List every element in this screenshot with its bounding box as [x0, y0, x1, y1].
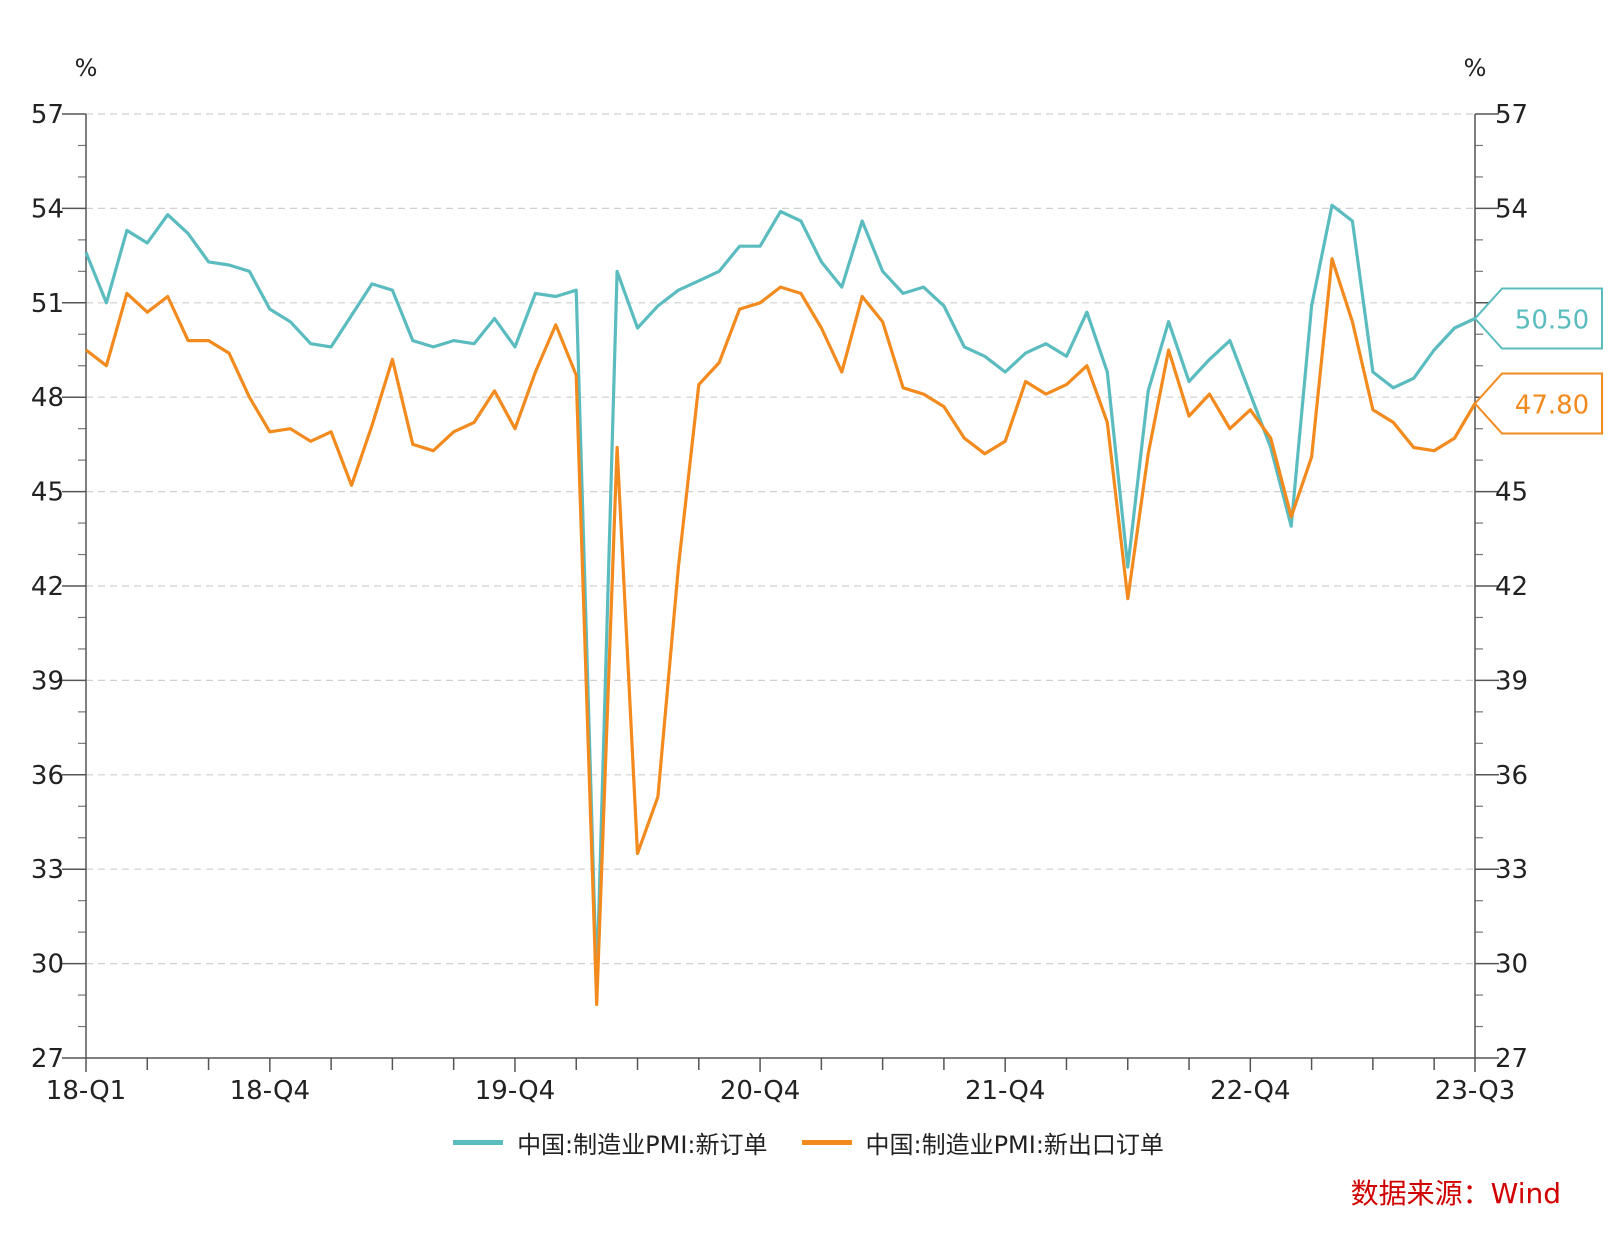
y-tick-label-right: 42 [1495, 572, 1528, 602]
legend-item-new-orders: 中国:制造业PMI:新订单 [453, 1125, 768, 1160]
x-tick-label: 22-Q4 [1210, 1076, 1290, 1106]
legend-label: 中国:制造业PMI:新订单 [517, 1131, 768, 1159]
end-value-label: 47.80 [1515, 390, 1589, 420]
legend: 中国:制造业PMI:新订单 中国:制造业PMI:新出口订单 [0, 1125, 1617, 1160]
series-line-1 [85, 257, 1477, 1007]
y-tick-label-right: 36 [1495, 761, 1528, 791]
legend-swatch [801, 1140, 852, 1145]
y-tick-label-left: 48 [31, 383, 64, 413]
x-tick-label: 20-Q4 [720, 1076, 800, 1106]
x-tick-label: 19-Q4 [475, 1076, 555, 1106]
y-tick-label-left: 51 [31, 289, 64, 319]
grid-lines [86, 113, 1475, 965]
series-lines [84, 203, 1477, 1007]
end-labels: 50.50 47.80 [1473, 287, 1603, 435]
y-tick-label-left: 27 [31, 1044, 64, 1074]
source-note: 数据来源：Wind [1350, 1177, 1561, 1210]
y-tick-label-right: 45 [1495, 478, 1528, 508]
y-tick-label-left: 57 [31, 100, 64, 130]
y-tick-label-right: 27 [1495, 1044, 1528, 1074]
y-unit-left: % [75, 54, 98, 82]
y-tick-label-right: 54 [1495, 194, 1528, 224]
y-tick-label-right: 30 [1495, 950, 1528, 980]
end-value-label: 50.50 [1515, 306, 1589, 336]
y-tick-label-right: 57 [1495, 100, 1528, 130]
series-line-0 [84, 203, 1476, 988]
legend-item-new-export-orders: 中国:制造业PMI:新出口订单 [801, 1125, 1164, 1160]
y-tick-label-left: 45 [31, 478, 64, 508]
y-tick-label-left: 54 [31, 194, 64, 224]
x-tick-label: 21-Q4 [965, 1076, 1045, 1106]
end-value-callout [1473, 372, 1603, 435]
x-tick-label: 18-Q4 [230, 1076, 310, 1106]
y-tick-label-left: 36 [31, 761, 64, 791]
y-tick-label-left: 39 [31, 666, 64, 696]
x-tick-label: 18-Q1 [46, 1076, 126, 1106]
legend-swatch [453, 1140, 504, 1145]
y-tick-label-right: 39 [1495, 666, 1528, 696]
y-tick-label-left: 42 [31, 572, 64, 602]
y-unit-right: % [1464, 54, 1487, 82]
legend-label: 中国:制造业PMI:新出口订单 [865, 1131, 1164, 1159]
x-tick-label: 23-Q3 [1435, 1076, 1515, 1106]
axes: 5757545451514848454542423939363633333030… [31, 100, 1528, 1106]
y-tick-label-left: 30 [31, 950, 64, 980]
y-tick-label-right: 33 [1495, 855, 1528, 885]
end-value-callout [1473, 287, 1603, 350]
y-tick-label-left: 33 [31, 855, 64, 885]
